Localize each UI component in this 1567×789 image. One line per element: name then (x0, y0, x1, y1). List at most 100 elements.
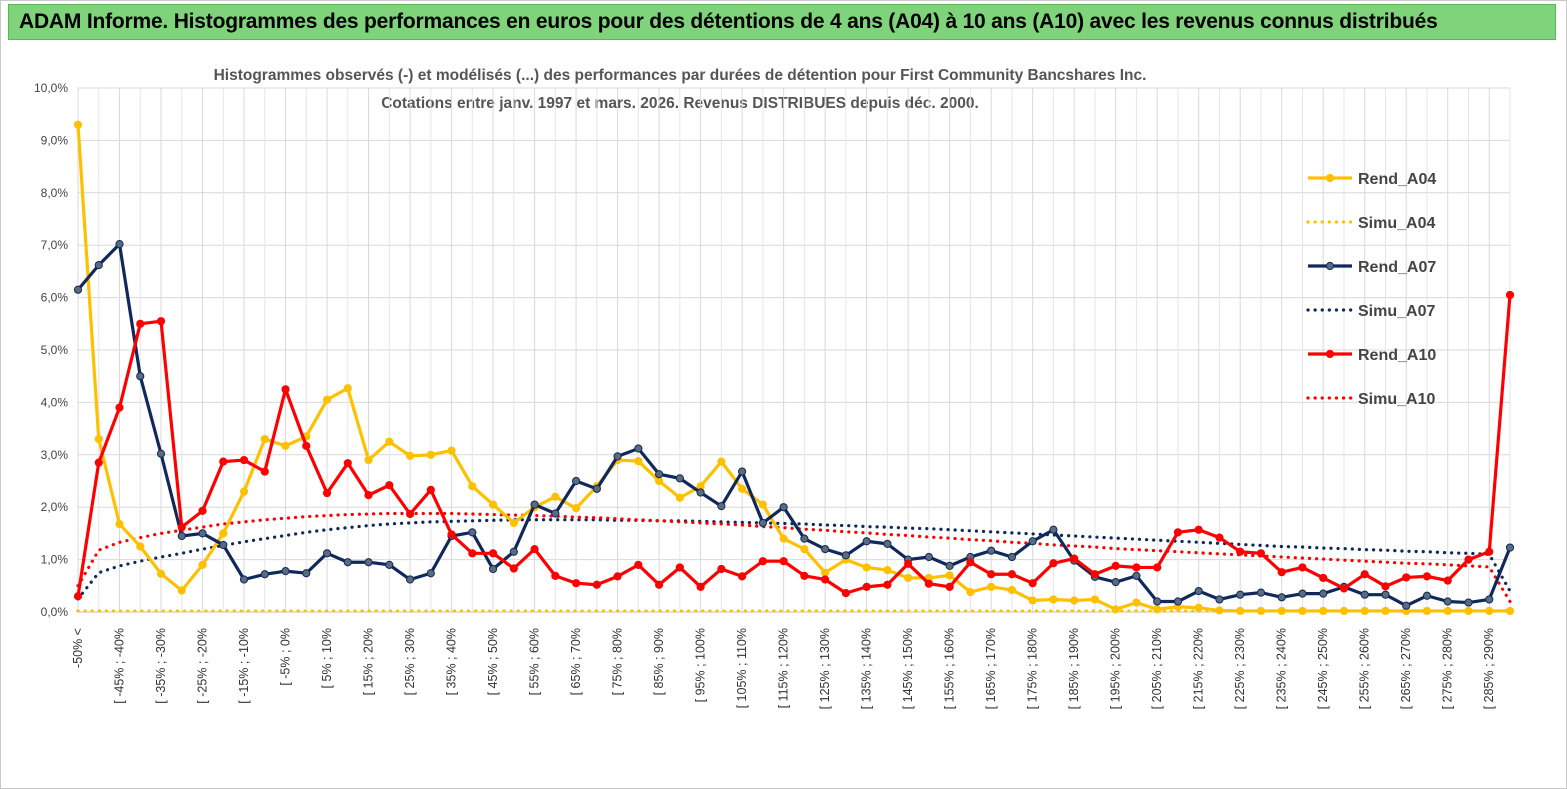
point-Rend_A04 (1443, 606, 1452, 616)
point-Rend_A10 (385, 481, 394, 490)
point-Rend_A07 (1007, 552, 1017, 562)
point-Rend_A04 (738, 484, 747, 493)
point-Rend_A10 (924, 579, 933, 588)
point-Rend_A10 (655, 580, 664, 589)
point-Rend_A10 (198, 506, 207, 515)
series-Rend_A10 (73, 290, 1515, 601)
x-tick-label: -50% < (71, 628, 85, 668)
legend-label: Rend_A04 (1358, 171, 1436, 188)
x-tick-label: [ 235% ; 240% (1275, 628, 1289, 709)
point-Rend_A07 (717, 502, 726, 511)
point-Rend_A10 (592, 580, 601, 589)
point-Rend_A04 (987, 582, 996, 591)
point-Rend_A10 (1339, 584, 1349, 593)
point-Rend_A04 (1277, 606, 1286, 616)
legend-marker (1325, 261, 1335, 271)
point-Rend_A07 (821, 545, 830, 554)
point-Rend_A10 (239, 455, 249, 465)
x-tick-label: [ 255% ; 260% (1358, 628, 1372, 709)
y-tick-label: 5,0% (41, 343, 69, 357)
x-tick-label: [ 105% ; 110% (735, 628, 749, 708)
point-Rend_A10 (1153, 563, 1162, 572)
point-Rend_A10 (1360, 570, 1369, 579)
y-tick-label: 2,0% (41, 500, 69, 514)
point-Rend_A07 (1236, 590, 1245, 599)
x-tick-label: [ -5% ; 0% (279, 628, 293, 686)
point-Rend_A10 (1277, 568, 1286, 577)
point-Rend_A07 (281, 567, 290, 576)
y-tick-label: 6,0% (41, 291, 69, 305)
legend-item-Simu_A04: Simu_A04 (1306, 215, 1435, 232)
point-Rend_A07 (1256, 588, 1266, 597)
y-tick-label: 7,0% (41, 238, 69, 252)
legend-item-Rend_A10: Rend_A10 (1308, 347, 1436, 364)
x-tick-label: [ 65% ; 70% (569, 628, 583, 695)
point-Rend_A04 (156, 569, 166, 578)
point-Rend_A07 (987, 546, 996, 555)
point-Rend_A10 (800, 571, 809, 580)
point-Rend_A07 (239, 575, 249, 584)
point-Rend_A07 (613, 452, 622, 461)
x-tick-label: [ 245% ; 250% (1316, 628, 1330, 709)
chart-title-line1: Histogrammes observés (-) et modélisés (… (214, 67, 1147, 84)
point-Rend_A04 (1464, 606, 1473, 616)
point-Rend_A04 (1132, 598, 1141, 607)
y-tick-label: 1,0% (41, 553, 69, 567)
x-tick-label: [ 15% ; 20% (362, 628, 376, 695)
legend-item-Rend_A07: Rend_A07 (1308, 259, 1436, 276)
point-Rend_A07 (1485, 595, 1494, 604)
point-Rend_A04 (260, 434, 269, 444)
point-Rend_A04 (966, 587, 975, 597)
point-Rend_A04 (1256, 606, 1266, 616)
point-Rend_A10 (1090, 570, 1100, 579)
point-Rend_A07 (924, 552, 933, 562)
point-Rend_A10 (675, 563, 684, 572)
point-Rend_A10 (219, 457, 228, 466)
point-Rend_A07 (136, 372, 145, 381)
x-tick-label: [ 145% ; 150% (901, 628, 915, 709)
point-Rend_A10 (717, 564, 726, 574)
x-axis: -50% < [ -45% ; -40% [ -35% ; -30% [ -25% ;… (71, 611, 1510, 709)
point-Rend_A04 (904, 573, 913, 583)
point-Rend_A10 (1402, 573, 1411, 582)
point-Rend_A10 (260, 467, 269, 476)
point-Rend_A07 (156, 449, 166, 458)
legend-label: Simu_A04 (1358, 215, 1435, 232)
point-Rend_A07 (530, 500, 539, 509)
point-Rend_A07 (405, 575, 415, 584)
legend-item-Simu_A07: Simu_A07 (1306, 303, 1435, 320)
point-Rend_A04 (219, 529, 228, 538)
line-Simu_A07 (76, 518, 1512, 601)
point-Rend_A04 (1049, 595, 1058, 604)
point-Rend_A10 (302, 441, 311, 450)
point-Rend_A07 (385, 560, 394, 569)
y-tick-label: 3,0% (41, 448, 69, 462)
x-tick-label: [ 175% ; 180% (1026, 628, 1040, 709)
point-Rend_A04 (177, 586, 186, 595)
point-Rend_A07 (115, 240, 124, 249)
point-Rend_A04 (94, 434, 103, 444)
point-Rend_A04 (634, 456, 643, 466)
point-Rend_A07 (1173, 597, 1183, 606)
point-Rend_A07 (1464, 598, 1473, 607)
x-tick-label: [ 25% ; 30% (403, 628, 417, 695)
point-Rend_A07 (322, 549, 332, 558)
point-Rend_A07 (198, 529, 207, 538)
point-Rend_A10 (634, 560, 643, 569)
point-Rend_A10 (613, 572, 622, 581)
point-Rend_A10 (1028, 579, 1037, 588)
point-Rend_A10 (1505, 290, 1515, 300)
gridlines (77, 87, 1511, 613)
point-Rend_A07 (509, 547, 518, 556)
y-tick-label: 9,0% (41, 133, 69, 147)
point-Rend_A07 (73, 285, 83, 294)
x-tick-label: [ 215% ; 220% (1192, 628, 1206, 709)
point-Rend_A10 (1422, 572, 1432, 581)
point-Rend_A04 (1381, 606, 1390, 616)
point-Rend_A04 (405, 451, 415, 460)
point-Rend_A04 (198, 560, 207, 569)
legend-label: Rend_A07 (1358, 259, 1436, 276)
point-Rend_A04 (1028, 596, 1037, 605)
point-Rend_A10 (364, 491, 373, 500)
point-Rend_A07 (302, 569, 311, 578)
